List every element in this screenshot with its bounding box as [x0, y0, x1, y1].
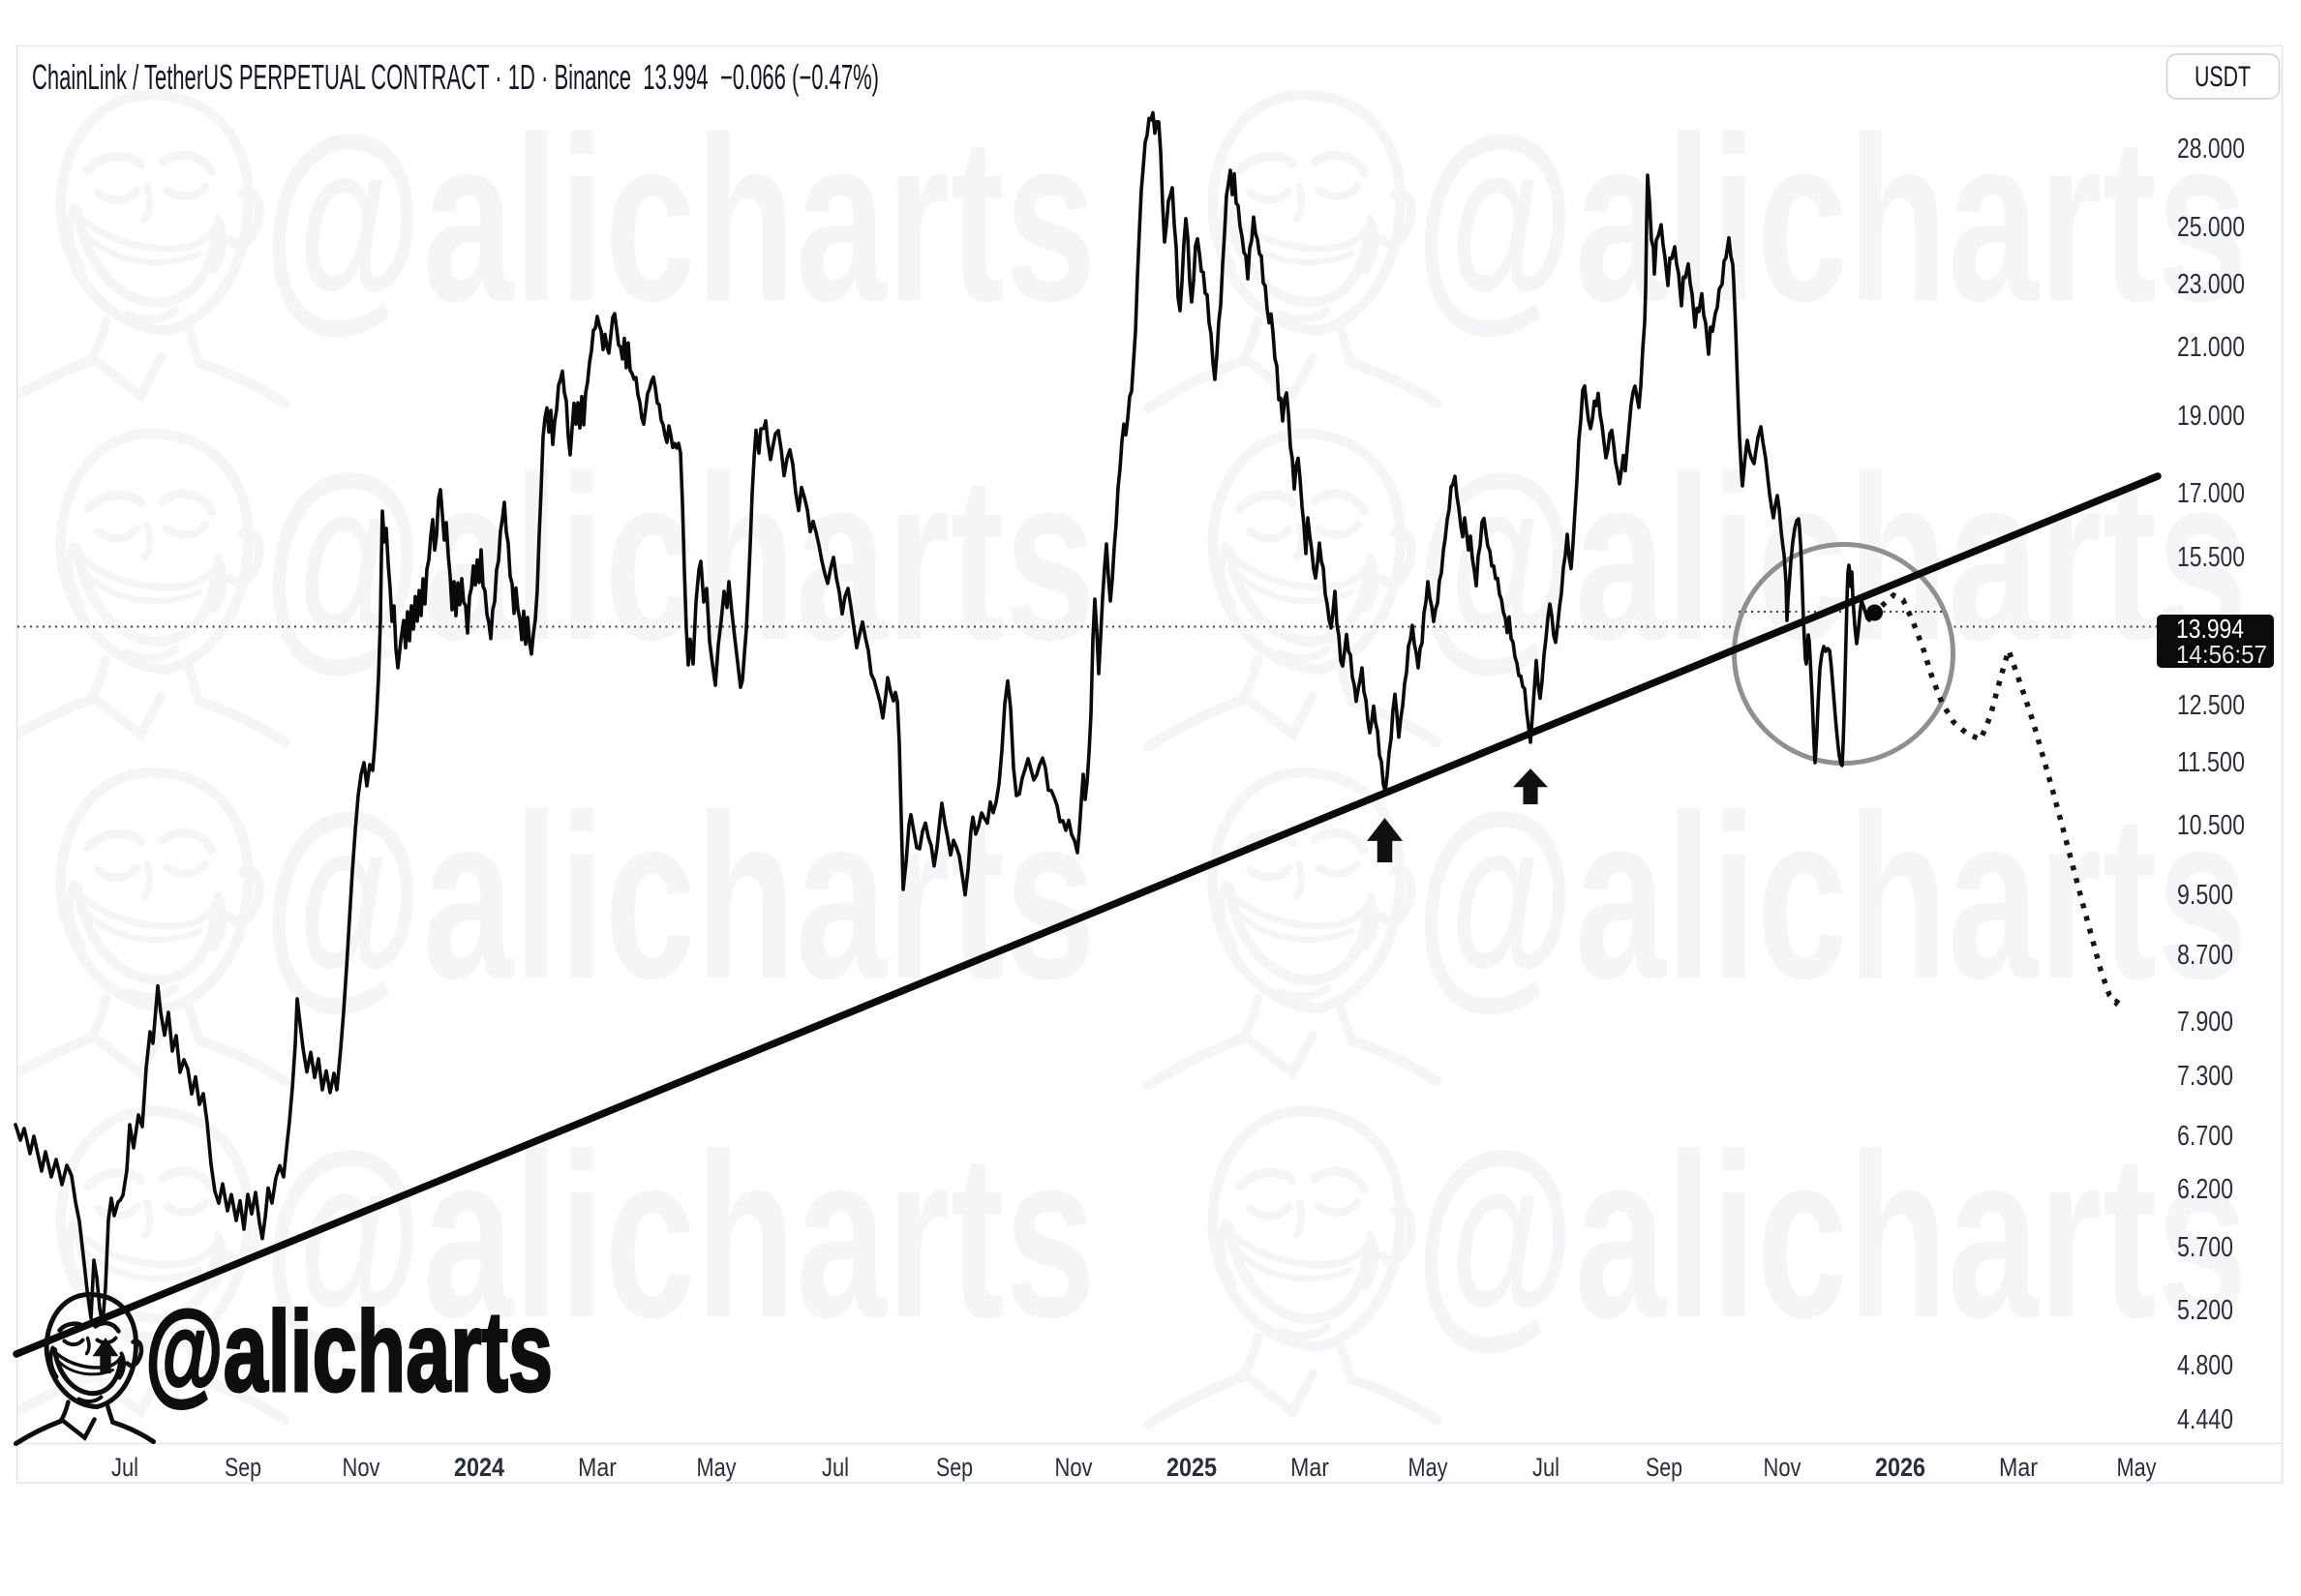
svg-text:@alicharts: @alicharts — [263, 1105, 1096, 1367]
svg-text:May: May — [697, 1453, 737, 1482]
svg-text:9.500: 9.500 — [2177, 880, 2233, 911]
svg-text:28.000: 28.000 — [2177, 134, 2245, 165]
svg-text:8.700: 8.700 — [2177, 940, 2233, 971]
svg-text:25.000: 25.000 — [2177, 212, 2245, 243]
svg-text:15.500: 15.500 — [2177, 542, 2245, 573]
svg-text:Mar: Mar — [1999, 1453, 2038, 1482]
svg-text:Sep: Sep — [225, 1453, 261, 1482]
svg-text:10.500: 10.500 — [2177, 810, 2245, 841]
svg-text:Sep: Sep — [1646, 1453, 1682, 1482]
svg-text:@alicharts: @alicharts — [145, 1288, 553, 1416]
svg-text:17.000: 17.000 — [2177, 478, 2245, 509]
svg-text:Mar: Mar — [1290, 1453, 1329, 1482]
svg-text:May: May — [1408, 1453, 1448, 1482]
svg-text:2024: 2024 — [454, 1453, 504, 1482]
svg-text:5.700: 5.700 — [2177, 1232, 2233, 1263]
svg-text:6.200: 6.200 — [2177, 1174, 2233, 1205]
svg-text:Jul: Jul — [1532, 1453, 1559, 1482]
svg-text:Nov: Nov — [1764, 1453, 1801, 1482]
svg-text:2025: 2025 — [1166, 1453, 1217, 1482]
svg-text:4.440: 4.440 — [2177, 1404, 2233, 1435]
svg-text:7.300: 7.300 — [2177, 1061, 2233, 1092]
svg-text:5.200: 5.200 — [2177, 1295, 2233, 1326]
svg-text:@alicharts: @alicharts — [1415, 89, 2248, 350]
svg-text:Mar: Mar — [578, 1453, 617, 1482]
svg-text:USDT: USDT — [2195, 61, 2251, 93]
svg-text:@alicharts: @alicharts — [1415, 428, 2248, 689]
svg-text:2026: 2026 — [1875, 1453, 1925, 1482]
svg-text:19.000: 19.000 — [2177, 401, 2245, 432]
svg-text:23.000: 23.000 — [2177, 269, 2245, 300]
svg-text:13.994: 13.994 — [2176, 614, 2244, 644]
svg-text:Nov: Nov — [343, 1453, 380, 1482]
svg-text:May: May — [2117, 1453, 2157, 1482]
svg-text:@alicharts: @alicharts — [263, 767, 1096, 1028]
svg-text:12.500: 12.500 — [2177, 690, 2245, 721]
svg-text:Sep: Sep — [936, 1453, 973, 1482]
svg-text:ChainLink / TetherUS PERPETUAL: ChainLink / TetherUS PERPETUAL CONTRACT … — [32, 57, 879, 97]
svg-text:11.500: 11.500 — [2177, 747, 2245, 778]
svg-text:6.700: 6.700 — [2177, 1121, 2233, 1152]
svg-text:21.000: 21.000 — [2177, 332, 2245, 363]
svg-text:@alicharts: @alicharts — [1415, 767, 2248, 1028]
svg-text:Nov: Nov — [1055, 1453, 1093, 1482]
svg-text:Jul: Jul — [822, 1453, 849, 1482]
svg-text:14:56:57: 14:56:57 — [2176, 640, 2267, 669]
svg-text:7.900: 7.900 — [2177, 1007, 2233, 1038]
svg-text:4.800: 4.800 — [2177, 1350, 2233, 1381]
svg-text:Jul: Jul — [111, 1453, 138, 1482]
svg-text:@alicharts: @alicharts — [1415, 1105, 2248, 1367]
svg-text:@alicharts: @alicharts — [263, 89, 1096, 350]
